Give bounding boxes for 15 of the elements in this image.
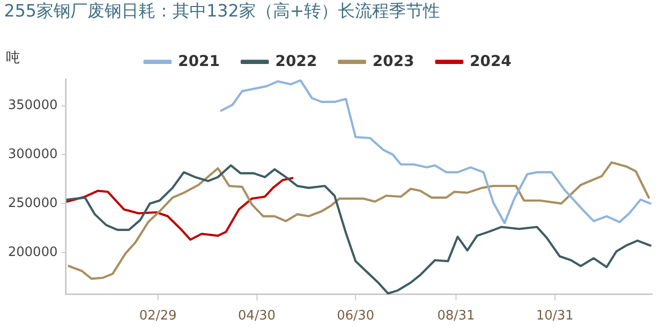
y-axis-title: 吨 xyxy=(6,50,20,66)
y-tick-label: 350000 xyxy=(8,98,58,114)
chart-title: 255家钢厂废钢日耗：其中132家（高+转）长流程季节性 xyxy=(4,2,440,22)
y-tick-label: 250000 xyxy=(8,196,58,211)
legend-label: 2021 xyxy=(178,52,220,70)
x-tick-label: 08/31 xyxy=(437,308,475,324)
x-tick-label: 04/30 xyxy=(238,308,276,324)
legend-label: 2024 xyxy=(470,52,512,70)
legend-label: 2023 xyxy=(372,52,414,70)
y-tick-label: 200000 xyxy=(8,244,58,260)
x-tick-label: 10/31 xyxy=(536,308,574,324)
y-tick-label: 300000 xyxy=(8,147,58,162)
x-tick-label: 02/29 xyxy=(139,308,177,324)
x-tick-label: 06/30 xyxy=(336,308,374,324)
legend-label: 2022 xyxy=(275,52,317,70)
